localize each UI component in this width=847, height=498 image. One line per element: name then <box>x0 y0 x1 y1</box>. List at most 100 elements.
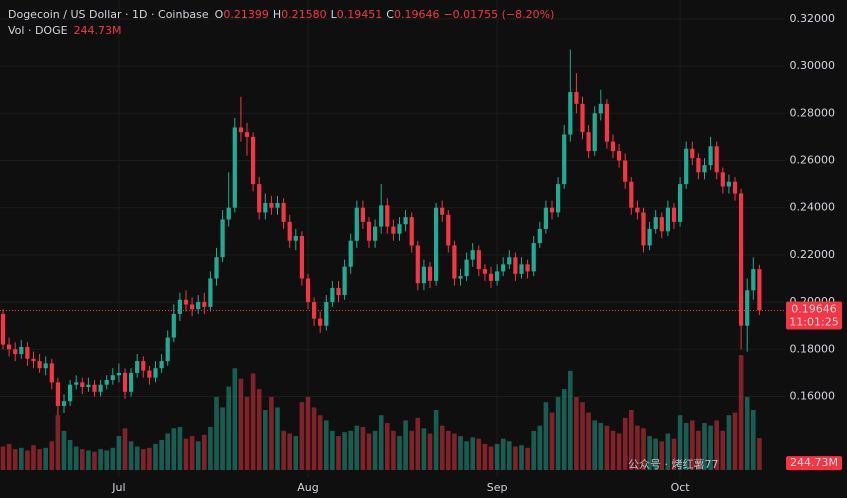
candle-body <box>440 207 445 215</box>
volume-bar <box>98 449 103 470</box>
candle-body <box>482 269 487 274</box>
candle-body <box>251 136 256 185</box>
candle-body <box>464 259 469 277</box>
volume-bar <box>202 434 207 470</box>
volume-tag <box>786 456 842 471</box>
volume-bar <box>116 436 122 470</box>
candle-body <box>598 103 603 114</box>
candle-body <box>129 372 134 392</box>
candle-body <box>745 290 750 326</box>
candle-body <box>739 193 744 326</box>
candle-body <box>391 226 396 234</box>
candle-body <box>0 313 6 345</box>
candle-body <box>244 132 250 137</box>
legend-value: 0.19451 <box>337 8 383 21</box>
volume-bar <box>409 430 414 470</box>
candle-body <box>604 103 609 142</box>
candle-body <box>7 344 12 350</box>
volume-bar <box>244 396 250 470</box>
volume-bar <box>348 430 353 470</box>
volume-bar <box>385 423 390 470</box>
legend-value: 0.21399 <box>223 8 269 21</box>
candle-body <box>98 384 103 392</box>
volume-bar <box>519 445 524 470</box>
candle-body <box>122 372 128 392</box>
candle-body <box>647 228 652 246</box>
legend-key: O <box>215 8 224 21</box>
volume-bar <box>665 433 671 470</box>
volume-bar <box>195 441 201 470</box>
candle-body <box>635 207 640 213</box>
volume-bar <box>592 420 597 470</box>
candle-body <box>519 264 524 274</box>
volume-bar <box>153 443 158 470</box>
y-tick-label: 0.24000 <box>790 201 836 214</box>
volume-bar <box>134 446 140 470</box>
candle-body <box>562 134 567 185</box>
x-tick-label: Oct <box>671 481 691 494</box>
volume-bar <box>275 407 280 470</box>
volume-bar <box>464 441 469 470</box>
volume-bar <box>250 373 256 470</box>
candle-body <box>556 184 561 213</box>
candle-body <box>702 165 707 173</box>
candle-body <box>421 266 426 284</box>
volume-bar <box>525 447 530 470</box>
volume-bar <box>232 368 238 470</box>
candle-body <box>403 217 408 225</box>
title: Dogecoin / US Dollar · 1D · Coinbase <box>8 8 209 21</box>
volume-bar <box>421 428 427 470</box>
candle-body <box>531 243 536 272</box>
volume-bar <box>299 402 305 470</box>
candle-body <box>220 219 225 258</box>
candle-body <box>25 346 30 359</box>
legend-key: L <box>331 8 338 21</box>
volume-bar <box>604 425 610 470</box>
candle-body <box>312 302 317 319</box>
volume-bar <box>500 438 506 470</box>
y-tick-label: 0.22000 <box>790 248 836 261</box>
candle-body <box>196 302 201 310</box>
candle-body <box>726 181 731 187</box>
vol-layer <box>0 355 762 470</box>
volume-bar <box>263 410 268 470</box>
volume-bar <box>73 446 79 470</box>
volume-bar <box>732 412 738 470</box>
candle-body <box>336 287 341 296</box>
volume-bar <box>360 426 366 470</box>
volume-bar <box>80 449 85 470</box>
legend-key: C <box>386 8 394 21</box>
candle-body <box>690 148 695 159</box>
volume-bar <box>659 441 665 470</box>
volume-bar <box>751 410 756 470</box>
candle-body <box>269 202 274 208</box>
candle-body <box>74 382 79 385</box>
candle-body <box>641 212 646 246</box>
candle-body <box>86 384 91 388</box>
candle-body <box>507 257 512 265</box>
candle-body <box>153 368 158 378</box>
candle-body <box>623 160 628 182</box>
volume-bar <box>513 446 518 470</box>
volume-bar <box>49 441 55 470</box>
volume-bar <box>226 386 231 470</box>
volume-bar <box>317 415 323 470</box>
volume-bar <box>189 436 195 470</box>
candle-body <box>141 361 146 371</box>
volume-bar <box>415 417 421 470</box>
x-tick-label: Aug <box>297 481 318 494</box>
candle-body <box>257 184 262 213</box>
volume-bar <box>482 443 488 470</box>
volume-bar <box>311 407 317 470</box>
candle-body <box>287 221 292 241</box>
candle-body <box>43 363 48 369</box>
volume-bar <box>629 410 634 470</box>
volume-bar <box>641 428 646 470</box>
candle-body <box>214 257 219 279</box>
candle-body <box>629 181 634 208</box>
volume-bar <box>744 396 750 470</box>
candle-body <box>476 250 481 270</box>
candle-body <box>610 141 616 152</box>
watermark: 公众号 · 烤红薯77 <box>628 457 719 471</box>
volume-bar <box>555 396 561 470</box>
